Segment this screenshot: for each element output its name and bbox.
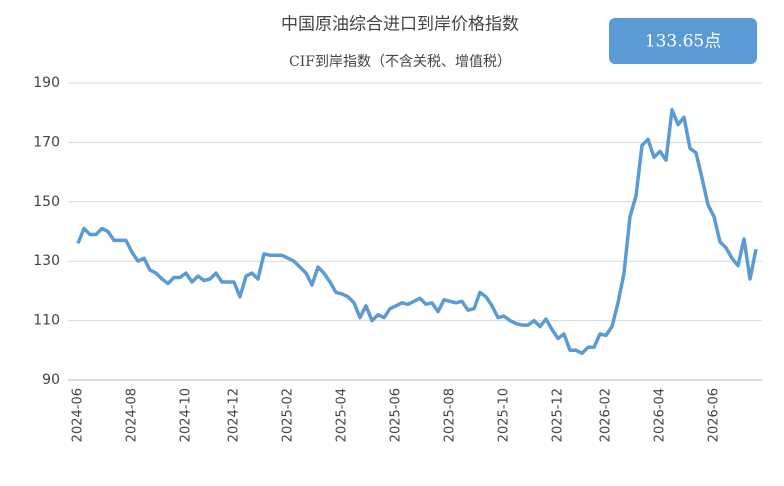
y-tick-label: 150 [33,194,60,210]
badge-box [609,18,757,64]
x-tick-label: 2025-04 [335,388,350,442]
x-tick-label: 2026-06 [707,388,722,442]
y-tick-label: 130 [33,253,60,269]
x-tick-label: 2025-02 [281,388,296,442]
chart-subtitle: CIF到岸指数（不含关税、增值税） [289,54,511,70]
x-tick-label: 2025-12 [551,388,566,442]
x-tick-label: 2024-08 [125,388,140,442]
x-tick-label: 2024-12 [227,388,242,442]
y-tick-label: 190 [33,75,60,91]
x-tick-label: 2025-06 [389,388,404,442]
x-tick-label: 2025-10 [497,388,512,442]
data-line [76,107,758,356]
y-tick-label: 110 [33,313,60,329]
x-tick-label: 2026-02 [599,388,614,442]
x-tick-label: 2024-06 [71,388,86,442]
badge-text: 133.65点 [645,32,721,52]
chart-title: 中国原油综合进口到岸价格指数 [281,15,519,35]
x-tick-label: 2025-08 [443,388,458,442]
x-tick-label: 2024-10 [179,388,194,442]
x-tick-label: 2026-04 [653,388,668,442]
y-tick-label: 90 [42,372,60,388]
y-tick-label: 170 [33,134,60,150]
